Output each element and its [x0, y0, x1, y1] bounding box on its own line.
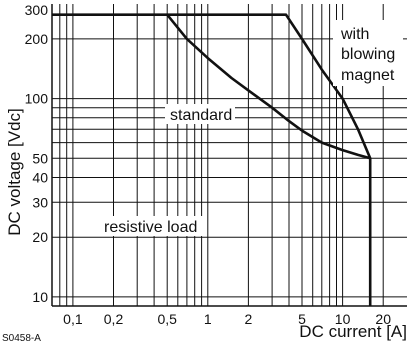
x-axis-title: DC current [A]: [299, 322, 407, 341]
x-tick-label: 0,1: [63, 311, 83, 327]
x-tick-label: 5: [298, 311, 306, 327]
grid: [52, 4, 407, 306]
y-tick-label: 50: [32, 150, 48, 166]
y-axis-title: DC voltage [Vdc]: [5, 108, 24, 236]
figure-code: S0458-A: [2, 333, 41, 344]
magnet-label-background: [333, 20, 403, 86]
series-label-magnet-line3: magnet: [341, 67, 395, 84]
tick-labels: 0,1 0,2 0,5 1 2 5 10 20 10 20 30 40 50 100 200 300: [25, 2, 392, 327]
plot-frame: [51, 4, 407, 307]
y-tick-label: 10: [32, 289, 48, 305]
y-tick-label: 40: [32, 170, 48, 186]
x-tick-label: 0,5: [157, 311, 177, 327]
x-tick-label: 1: [204, 311, 212, 327]
y-tick-label: 200: [25, 31, 49, 47]
y-tick-label: 20: [32, 229, 48, 245]
y-tick-label: 300: [25, 2, 49, 18]
series-label-magnet-line1: with: [340, 26, 369, 43]
annotation-background: [100, 216, 204, 236]
x-tick-label: 0,2: [104, 311, 124, 327]
standard-label-background: [165, 104, 235, 124]
series-line-standard: [166, 13, 371, 160]
series-line-blowing-magnet: [52, 13, 372, 306]
annotation-resistive-load: resistive load: [104, 219, 197, 236]
y-tick-label: 100: [25, 91, 49, 107]
x-tick-label: 10: [335, 311, 351, 327]
y-tick-label: 30: [32, 194, 48, 210]
series-label-magnet-line2: blowing: [341, 46, 395, 63]
curves: [52, 13, 372, 306]
x-tick-label: 2: [245, 311, 253, 327]
series-label-standard: standard: [170, 107, 232, 124]
x-tick-label: 20: [375, 311, 391, 327]
